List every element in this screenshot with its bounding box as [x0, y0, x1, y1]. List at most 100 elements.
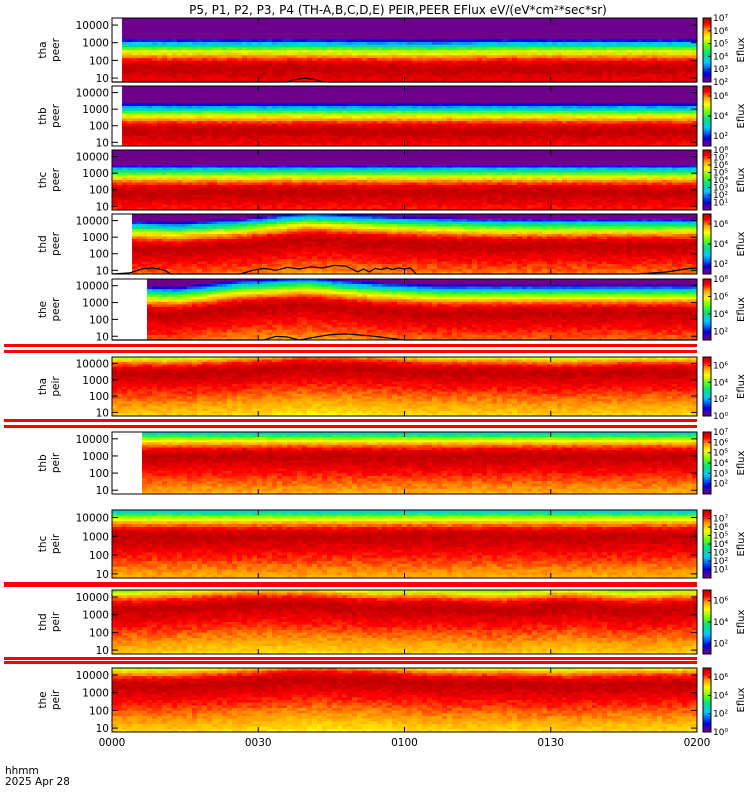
heatmap-cell — [427, 133, 433, 137]
heatmap-cell — [137, 101, 143, 104]
heatmap-cell — [152, 31, 158, 35]
heatmap-cell — [227, 44, 233, 48]
heatmap-cell — [142, 76, 148, 80]
heatmap-cell — [142, 58, 148, 62]
heatmap-cell — [282, 88, 288, 92]
heatmap-cell — [232, 91, 238, 94]
heatmap-cell — [277, 63, 283, 67]
heatmap-cell — [407, 126, 413, 129]
heatmap-cell — [187, 106, 193, 109]
heatmap-cell — [262, 74, 268, 78]
heatmap-cell — [587, 47, 593, 51]
heatmap-cell — [487, 111, 493, 114]
heatmap-cell — [357, 116, 363, 119]
heatmap-cell — [662, 68, 668, 72]
heatmap-cell — [247, 108, 253, 112]
heatmap-cell — [672, 23, 678, 27]
heatmap-cell — [522, 71, 528, 75]
heatmap-cell — [447, 143, 453, 147]
heatmap-cell — [407, 79, 413, 83]
heatmap-cell — [437, 126, 443, 129]
heatmap-cell — [132, 103, 138, 107]
heatmap-cell — [582, 42, 588, 46]
heatmap-cell — [227, 141, 233, 144]
heatmap-cell — [162, 47, 168, 51]
heatmap-cell — [272, 50, 278, 54]
heatmap-cell — [452, 121, 458, 124]
heatmap-cell — [132, 93, 138, 97]
heatmap-cell — [167, 60, 173, 64]
heatmap-cell — [187, 111, 193, 114]
heatmap-cell — [297, 34, 303, 38]
heatmap-cell — [512, 93, 518, 97]
heatmap-cell — [472, 143, 478, 147]
heatmap-cell — [522, 47, 528, 51]
heatmap-cell — [172, 36, 178, 40]
heatmap-cell — [502, 111, 508, 114]
heatmap-cell — [257, 50, 263, 54]
heatmap-cell — [302, 98, 308, 102]
heatmap-cell — [477, 68, 483, 72]
heatmap-cell — [222, 131, 228, 134]
heatmap-cell — [477, 58, 483, 62]
heatmap-cell — [307, 66, 313, 70]
heatmap-cell — [517, 103, 523, 107]
heatmap-cell — [157, 133, 163, 137]
heatmap-cell — [557, 133, 563, 137]
heatmap-cell — [567, 39, 573, 43]
heatmap-cell — [632, 63, 638, 67]
heatmap-cell — [547, 20, 553, 24]
heatmap-cell — [457, 39, 463, 43]
heatmap-cell — [472, 123, 478, 127]
heatmap-cell — [417, 47, 423, 51]
heatmap-cell — [217, 96, 223, 99]
heatmap-cell — [662, 31, 668, 35]
heatmap-cell — [217, 44, 223, 48]
heatmap-cell — [517, 91, 523, 94]
heatmap-cell — [427, 42, 433, 46]
heatmap-cell — [602, 58, 608, 62]
heatmap-cell — [197, 91, 203, 94]
heatmap-cell — [167, 34, 173, 38]
heatmap-cell — [342, 121, 348, 124]
heatmap-cell — [547, 31, 553, 35]
heatmap-cell — [642, 31, 648, 35]
heatmap-cell — [537, 50, 543, 54]
heatmap-cell — [312, 143, 318, 147]
heatmap-cell — [492, 44, 498, 48]
heatmap-cell — [557, 96, 563, 99]
heatmap-cell — [317, 91, 323, 94]
heatmap-cell — [362, 136, 368, 139]
heatmap-cell — [237, 111, 243, 114]
heatmap-cell — [362, 133, 368, 137]
heatmap-cell — [512, 58, 518, 62]
heatmap-cell — [407, 20, 413, 24]
heatmap-cell — [377, 23, 383, 27]
heatmap-cell — [347, 18, 353, 22]
heatmap-cell — [282, 136, 288, 139]
heatmap-cell — [237, 31, 243, 35]
heatmap-cell — [367, 126, 373, 129]
heatmap-cell — [132, 111, 138, 114]
heatmap-cell — [142, 52, 148, 56]
heatmap-cell — [172, 23, 178, 27]
heatmap-cell — [347, 88, 353, 92]
heatmap-cell — [547, 60, 553, 64]
heatmap-cell — [607, 74, 613, 78]
heatmap-cell — [562, 91, 568, 94]
heatmap-cell — [612, 44, 618, 48]
heatmap-cell — [197, 79, 203, 83]
heatmap-cell — [572, 68, 578, 72]
heatmap-cell — [262, 126, 268, 129]
heatmap-cell — [367, 39, 373, 43]
heatmap-cell — [162, 93, 168, 97]
heatmap-cell — [417, 18, 423, 22]
heatmap-cell — [362, 18, 368, 22]
heatmap-cell — [372, 138, 378, 142]
heatmap-cell — [652, 44, 658, 48]
heatmap-cell — [317, 121, 323, 124]
heatmap-cell — [287, 123, 293, 127]
heatmap-cell — [222, 31, 228, 35]
heatmap-cell — [307, 123, 313, 127]
heatmap-cell — [627, 68, 633, 72]
